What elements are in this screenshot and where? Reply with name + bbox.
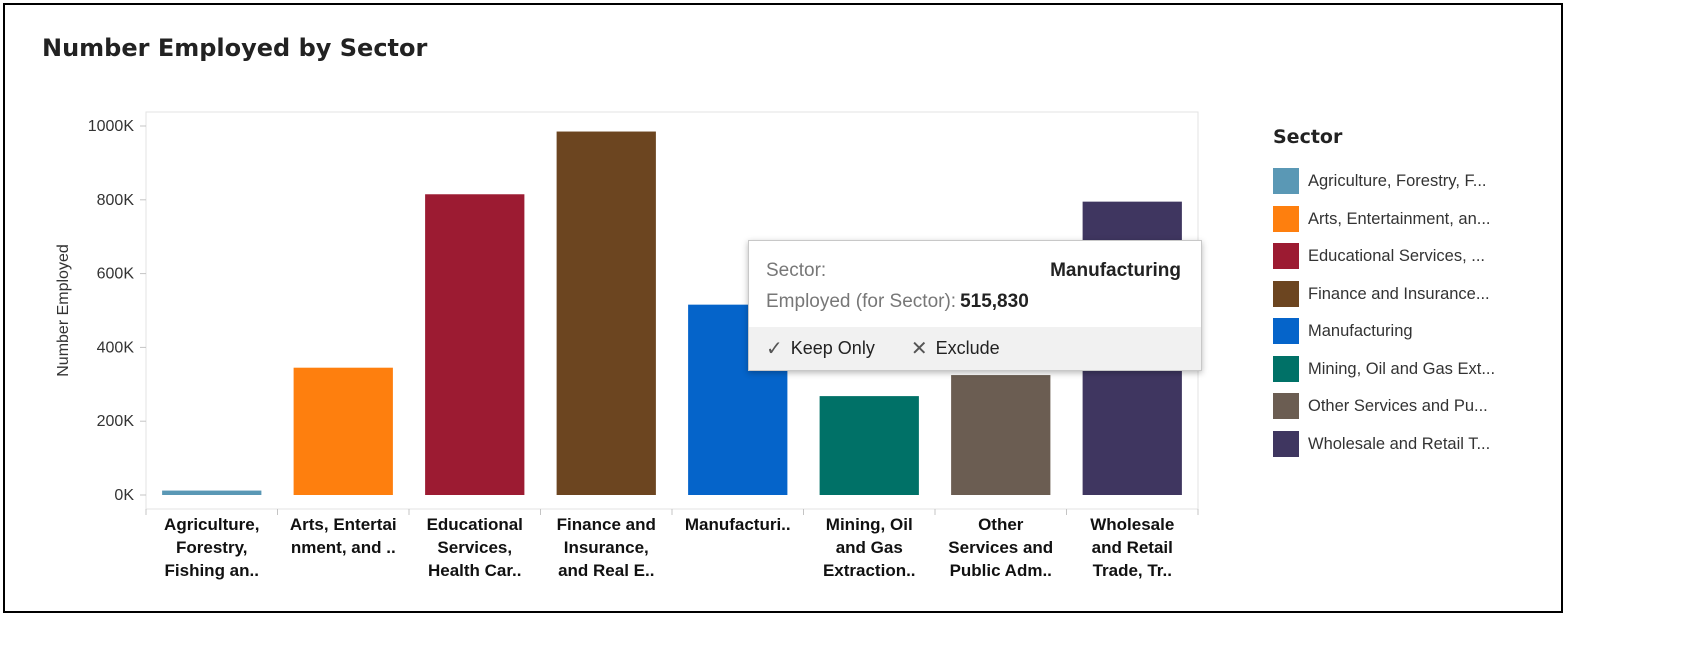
- x-tick-label: Finance and: [557, 515, 656, 534]
- bar: [293, 367, 393, 495]
- legend-item[interactable]: Finance and Insurance...: [1273, 280, 1548, 319]
- keep-only-label: Keep Only: [790, 338, 875, 358]
- x-tick-label: and Gas: [836, 538, 903, 557]
- legend-swatch: [1273, 430, 1299, 457]
- bar: [556, 131, 656, 495]
- legend-item[interactable]: Educational Services, ...: [1273, 243, 1548, 281]
- y-tick-label: 200K: [97, 413, 135, 430]
- tooltip-employed-label: Employed (for Sector):: [766, 291, 957, 312]
- legend-label: Educational Services, ...: [1308, 247, 1486, 265]
- x-tick-label: Manufacturi..: [685, 515, 791, 534]
- bar: [951, 375, 1051, 495]
- tooltip-actions: ✓ Keep Only ✕ Exclude: [749, 327, 1201, 370]
- keep-only-button[interactable]: ✓ Keep Only: [766, 336, 875, 361]
- legend-label: Arts, Entertainment, an...: [1308, 209, 1491, 228]
- legend-title: Sector: [1273, 126, 1343, 148]
- legend-swatch: [1273, 280, 1299, 307]
- x-tick-label: Extraction..: [823, 561, 916, 580]
- bar: [162, 490, 262, 495]
- checkmark-icon: ✓: [766, 338, 783, 360]
- legend-swatch: [1273, 318, 1299, 344]
- x-tick-label: Mining, Oil: [826, 515, 913, 534]
- x-tick-label: Wholesale: [1090, 515, 1174, 534]
- y-tick-label: 600K: [97, 266, 135, 283]
- x-tick-label: Forestry,: [176, 538, 248, 557]
- legend-swatch: [1273, 168, 1299, 194]
- exclude-button[interactable]: ✕ Exclude: [911, 336, 1000, 361]
- legend-item[interactable]: Agriculture, Forestry, F...: [1273, 168, 1548, 206]
- legend-label: Manufacturing: [1308, 322, 1413, 340]
- x-tick-label: Insurance,: [564, 538, 649, 557]
- legend-swatch: [1273, 355, 1299, 382]
- y-tick-label: 0K: [114, 487, 134, 504]
- bar: [819, 396, 919, 495]
- tooltip-sector-label: Sector:: [766, 260, 827, 281]
- legend-item[interactable]: Mining, Oil and Gas Ext...: [1273, 355, 1548, 394]
- legend-label: Mining, Oil and Gas Ext...: [1308, 359, 1496, 378]
- legend-item[interactable]: Arts, Entertainment, an...: [1273, 205, 1548, 244]
- y-tick-label: 400K: [97, 339, 135, 356]
- legend-label: Agriculture, Forestry, F...: [1308, 172, 1487, 190]
- y-axis-label: Number Employed: [55, 244, 72, 377]
- x-tick-label: Other: [978, 515, 1024, 534]
- x-tick-label: Agriculture,: [164, 515, 259, 534]
- chart-title: Number Employed by Sector: [42, 34, 428, 62]
- x-tick-label: Arts, Entertai: [290, 515, 397, 534]
- tooltip-sector-value: Manufacturing: [1050, 260, 1181, 281]
- legend-item[interactable]: Wholesale and Retail T...: [1273, 430, 1548, 469]
- x-tick-label: Services and: [948, 538, 1053, 557]
- x-tick-label: and Real E..: [558, 561, 654, 580]
- legend: Sector Agriculture, Forestry, F... Arts, …: [1273, 126, 1548, 468]
- x-tick-label: Educational: [427, 515, 523, 534]
- y-tick-label: 800K: [97, 192, 135, 209]
- legend-label: Wholesale and Retail T...: [1308, 434, 1491, 453]
- exclude-label: Exclude: [935, 338, 1000, 358]
- legend-item[interactable]: Manufacturing: [1273, 318, 1548, 356]
- x-tick-label: Trade, Tr..: [1093, 561, 1172, 580]
- tooltip-sector-row: Sector: Manufacturing: [766, 260, 1181, 282]
- x-tick-label: Public Adm..: [950, 561, 1052, 580]
- legend-swatch: [1273, 243, 1299, 269]
- y-tick-label: 1000K: [88, 118, 135, 135]
- legend-swatch: [1273, 393, 1299, 419]
- x-tick-label: Services,: [437, 538, 512, 557]
- tooltip-employed-row: Employed (for Sector): 515,830: [766, 291, 1181, 313]
- x-icon: ✕: [910, 338, 928, 360]
- legend-label: Other Services and Pu...: [1308, 397, 1488, 415]
- x-tick-label: and Retail: [1092, 538, 1173, 557]
- x-tick-label: Health Car..: [428, 561, 522, 580]
- tooltip: Sector: Manufacturing Employed (for Sect…: [748, 240, 1202, 371]
- x-tick-label: Fishing an..: [165, 561, 259, 580]
- legend-swatch: [1273, 205, 1299, 232]
- legend-item[interactable]: Other Services and Pu...: [1273, 393, 1548, 431]
- x-tick-label: nment, and ..: [291, 538, 396, 557]
- bar: [425, 194, 525, 495]
- legend-label: Finance and Insurance...: [1308, 284, 1490, 303]
- tooltip-employed-value: 515,830: [960, 291, 1029, 312]
